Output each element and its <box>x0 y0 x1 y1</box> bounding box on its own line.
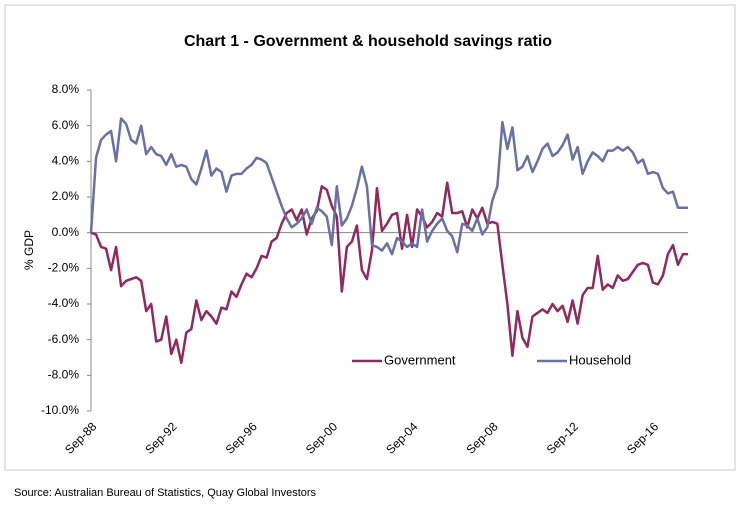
y-tick-label: 4.0% <box>52 154 80 168</box>
y-tick-label: 6.0% <box>52 118 80 132</box>
chart-frame <box>4 4 736 471</box>
chart-title: Chart 1 - Government & household savings… <box>184 33 552 50</box>
y-tick-label: -10.0% <box>41 403 79 417</box>
y-tick-label: -2.0% <box>48 261 80 275</box>
series-line <box>90 181 688 365</box>
source-note: Source: Australian Bureau of Statistics,… <box>14 487 317 499</box>
y-tick-label: -6.0% <box>48 332 80 346</box>
series-line <box>89 117 688 256</box>
y-tick-label: 0.0% <box>52 225 80 239</box>
y-tick-label: 8.0% <box>52 82 80 96</box>
y-tick-label: -4.0% <box>48 296 80 310</box>
y-tick-label: 2.0% <box>52 189 80 203</box>
y-axis-label: % GDP <box>22 230 36 270</box>
legend-label: Government <box>384 352 456 367</box>
y-tick-label: -8.0% <box>48 368 80 382</box>
legend-label: Household <box>569 352 631 367</box>
